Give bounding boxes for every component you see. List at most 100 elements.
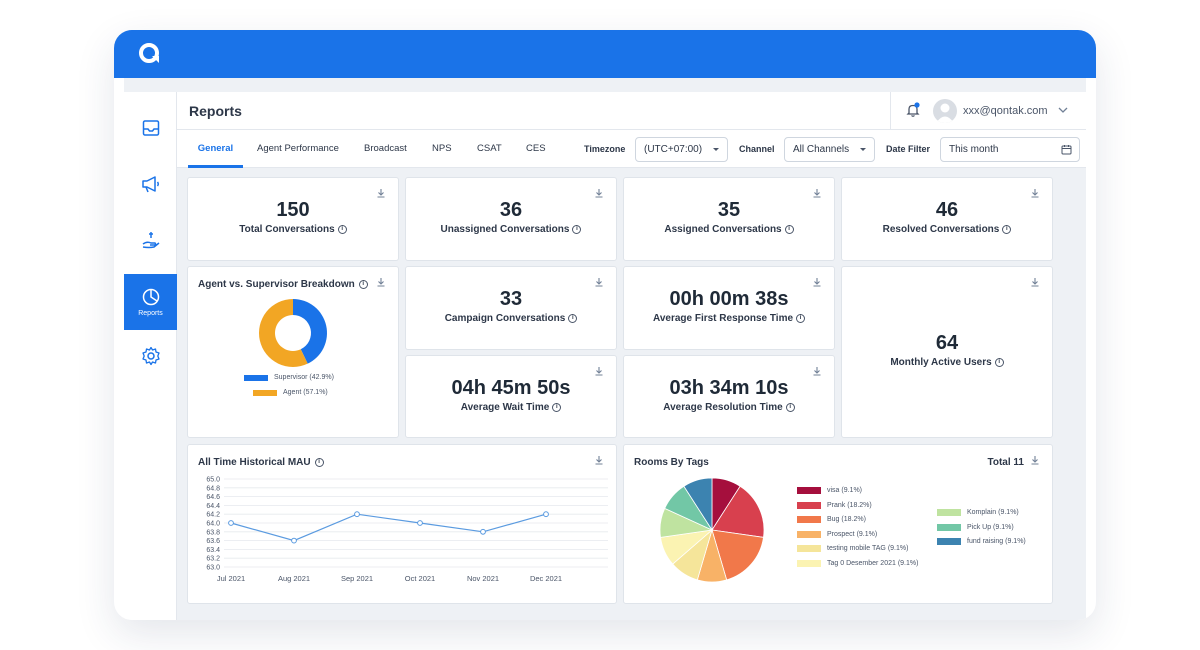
tab-ces[interactable]: CES bbox=[526, 143, 546, 154]
download-icon[interactable] bbox=[1030, 455, 1040, 465]
stat-total: 150 Total Conversations i bbox=[188, 199, 398, 235]
sidebar-item-inbox[interactable] bbox=[124, 106, 177, 150]
tab-agent-performance[interactable]: Agent Performance bbox=[257, 143, 339, 154]
legend-item: Tag 0 Desember 2021 (9.1%) bbox=[797, 559, 919, 567]
tab-general[interactable]: General bbox=[188, 130, 243, 168]
legend-label: Prank (18.2%) bbox=[827, 501, 872, 509]
gear-icon bbox=[141, 346, 160, 366]
y-tick-label: 64.4 bbox=[206, 503, 220, 510]
download-icon[interactable] bbox=[812, 366, 822, 376]
y-tick-label: 63.6 bbox=[206, 538, 220, 545]
stat-label: Unassigned Conversations bbox=[440, 224, 570, 235]
sidebar: Reports bbox=[124, 92, 177, 620]
download-icon[interactable] bbox=[376, 188, 386, 198]
download-icon[interactable] bbox=[594, 366, 604, 376]
stat-campaign: 33 Campaign Conversations i bbox=[406, 288, 616, 324]
data-point[interactable] bbox=[543, 511, 549, 518]
y-tick-label: 64.0 bbox=[206, 521, 220, 528]
legend-label: Komplain (9.1%) bbox=[967, 509, 1019, 516]
download-icon[interactable] bbox=[1030, 277, 1040, 287]
legend-item: Pick Up (9.1%) bbox=[937, 523, 1014, 531]
info-icon[interactable]: i bbox=[314, 458, 324, 467]
download-icon[interactable] bbox=[812, 277, 822, 287]
stat-value: 00h 00m 38s bbox=[669, 288, 789, 310]
legend-swatch bbox=[797, 487, 821, 494]
mau-chart-card: All Time Historical MAU i 65.0 64.8 64.6 64.… bbox=[187, 444, 617, 604]
tab-csat[interactable]: CSAT bbox=[477, 143, 502, 154]
info-icon[interactable]: i bbox=[1002, 225, 1012, 234]
stat-card-first-response: 00h 00m 38s Average First Response Time i bbox=[623, 266, 835, 350]
pie-slice[interactable] bbox=[711, 529, 764, 581]
stat-label: Average First Response Time bbox=[652, 313, 794, 324]
date-filter-value: This month bbox=[949, 144, 999, 155]
mau-chart-title: All Time Historical MAU bbox=[198, 457, 311, 468]
header-divider bbox=[890, 92, 891, 130]
channel-label: Channel bbox=[739, 144, 775, 154]
stat-card-unassigned: 36 Unassigned Conversations i bbox=[405, 177, 617, 261]
stat-card-resolved: 46 Resolved Conversations i bbox=[841, 177, 1053, 261]
download-icon[interactable] bbox=[376, 277, 386, 287]
sidebar-item-settings[interactable] bbox=[124, 334, 177, 378]
y-tick-label: 63.8 bbox=[206, 529, 220, 536]
info-icon[interactable]: i bbox=[785, 403, 795, 412]
data-point[interactable] bbox=[228, 520, 234, 526]
channel-select[interactable]: All Channels bbox=[784, 137, 875, 162]
series-line bbox=[230, 513, 547, 542]
timezone-select[interactable]: (UTC+07:00) bbox=[635, 137, 728, 162]
stat-card-mau: 64 Monthly Active Users i bbox=[841, 266, 1053, 438]
data-point[interactable] bbox=[417, 520, 423, 526]
sidebar-item-broadcast[interactable] bbox=[124, 162, 177, 206]
info-icon[interactable]: i bbox=[358, 280, 368, 289]
legend-swatch bbox=[253, 389, 277, 396]
info-icon[interactable]: i bbox=[337, 225, 347, 234]
line-chart: 65.064.8 64.6 64.4 64.2 64.063.8 63.6 63.4 63.2… bbox=[206, 477, 608, 583]
timezone-value: (UTC+07:00) bbox=[644, 144, 703, 155]
user-email[interactable]: xxx@qontak.com bbox=[963, 105, 1048, 117]
timezone-label: Timezone bbox=[584, 144, 626, 154]
download-icon[interactable] bbox=[812, 188, 822, 198]
donut-slice-agent[interactable] bbox=[259, 299, 308, 367]
chevron-down-icon[interactable] bbox=[1057, 104, 1069, 116]
avatar[interactable] bbox=[933, 99, 957, 123]
download-icon[interactable] bbox=[594, 277, 604, 287]
y-tick-label: 63.4 bbox=[206, 547, 220, 554]
legend-item-supervisor: Supervisor (42.9%) bbox=[244, 374, 334, 381]
legend-label: Tag 0 Desember 2021 (9.1%) bbox=[827, 559, 919, 567]
calendar-icon bbox=[1061, 145, 1072, 155]
data-point[interactable] bbox=[480, 528, 486, 535]
legend-swatch bbox=[797, 559, 821, 567]
stat-label: Campaign Conversations bbox=[444, 313, 566, 324]
y-tick-label: 64.2 bbox=[206, 512, 220, 519]
data-point[interactable] bbox=[354, 511, 360, 518]
download-icon[interactable] bbox=[1030, 188, 1040, 198]
legend-label: Prospect (9.1%) bbox=[827, 530, 878, 538]
stat-label: Monthly Active Users bbox=[890, 357, 992, 368]
info-icon[interactable]: i bbox=[796, 314, 806, 323]
pie-slice[interactable] bbox=[711, 485, 765, 538]
sidebar-item-deals[interactable] bbox=[124, 218, 177, 262]
legend-swatch bbox=[797, 501, 821, 509]
x-tick-label: Oct 2021 bbox=[405, 574, 435, 583]
bell-icon[interactable] bbox=[905, 102, 921, 118]
sidebar-item-reports[interactable]: Reports bbox=[124, 274, 177, 330]
info-icon[interactable]: i bbox=[552, 403, 562, 412]
info-icon[interactable]: i bbox=[994, 358, 1004, 367]
data-point[interactable] bbox=[291, 537, 297, 544]
tab-nps[interactable]: NPS bbox=[432, 143, 452, 154]
info-icon[interactable]: i bbox=[572, 225, 582, 234]
legend-item: Prospect (9.1%) bbox=[797, 530, 878, 538]
stat-resolved: 46 Resolved Conversations i bbox=[842, 199, 1052, 235]
legend-swatch bbox=[244, 374, 268, 381]
stat-value: 36 bbox=[499, 199, 523, 221]
date-filter-input[interactable]: This month bbox=[940, 137, 1080, 162]
info-icon[interactable]: i bbox=[784, 225, 794, 234]
info-icon[interactable]: i bbox=[568, 314, 578, 323]
tab-broadcast[interactable]: Broadcast bbox=[364, 143, 407, 154]
stat-value: 64 bbox=[935, 332, 959, 354]
donut-slice-supervisor[interactable] bbox=[293, 299, 327, 364]
pie-slice[interactable] bbox=[683, 477, 713, 532]
download-icon[interactable] bbox=[594, 188, 604, 198]
y-tick-label: 63.0 bbox=[206, 565, 220, 572]
x-tick-label: Nov 2021 bbox=[467, 574, 499, 583]
download-icon[interactable] bbox=[594, 455, 604, 465]
